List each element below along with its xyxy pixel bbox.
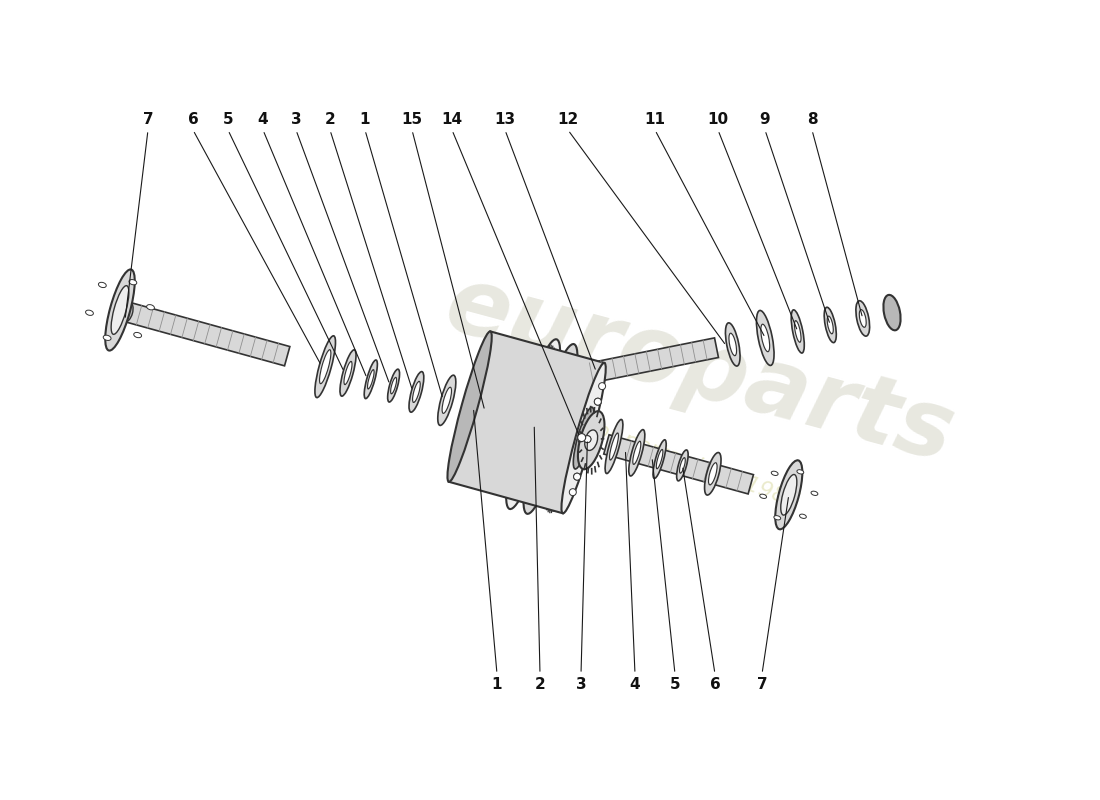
Ellipse shape: [598, 382, 606, 390]
Text: 2: 2: [535, 677, 546, 692]
Ellipse shape: [609, 433, 618, 460]
Ellipse shape: [794, 321, 801, 342]
Ellipse shape: [344, 362, 352, 385]
Text: a passion for parts since 1985: a passion for parts since 1985: [478, 378, 802, 512]
Text: 6: 6: [710, 677, 720, 692]
Ellipse shape: [584, 436, 591, 442]
Ellipse shape: [573, 473, 581, 480]
Text: 1: 1: [492, 677, 503, 692]
Text: 7: 7: [757, 677, 768, 692]
Ellipse shape: [315, 336, 336, 398]
Ellipse shape: [340, 350, 356, 396]
Ellipse shape: [811, 491, 818, 495]
Ellipse shape: [585, 430, 597, 450]
Ellipse shape: [573, 473, 581, 480]
Text: 13: 13: [494, 112, 516, 127]
Ellipse shape: [103, 335, 111, 341]
Text: 7: 7: [143, 112, 153, 127]
Ellipse shape: [134, 333, 142, 338]
Ellipse shape: [680, 458, 685, 473]
Ellipse shape: [676, 450, 689, 481]
Ellipse shape: [726, 323, 740, 366]
Ellipse shape: [442, 387, 451, 414]
Ellipse shape: [578, 434, 585, 442]
Ellipse shape: [632, 442, 641, 464]
Text: 1: 1: [360, 112, 371, 127]
Ellipse shape: [390, 378, 397, 394]
Ellipse shape: [387, 369, 399, 402]
Ellipse shape: [367, 370, 374, 389]
Ellipse shape: [827, 316, 834, 334]
Ellipse shape: [757, 310, 774, 366]
Polygon shape: [578, 338, 718, 385]
Ellipse shape: [800, 514, 806, 518]
Text: 4: 4: [257, 112, 268, 127]
Ellipse shape: [522, 406, 543, 443]
Text: 4: 4: [629, 677, 640, 692]
Text: 3: 3: [290, 112, 301, 127]
Ellipse shape: [657, 450, 663, 469]
Ellipse shape: [760, 494, 767, 498]
Ellipse shape: [438, 375, 455, 426]
Ellipse shape: [859, 310, 866, 327]
Ellipse shape: [98, 282, 107, 287]
Ellipse shape: [708, 462, 717, 485]
Ellipse shape: [129, 279, 136, 285]
Text: 5: 5: [222, 112, 233, 127]
Ellipse shape: [883, 295, 901, 330]
Ellipse shape: [409, 372, 424, 412]
Ellipse shape: [319, 350, 331, 384]
Text: 9: 9: [760, 112, 770, 127]
Ellipse shape: [781, 474, 796, 515]
Ellipse shape: [584, 436, 591, 442]
Ellipse shape: [146, 305, 154, 310]
Ellipse shape: [761, 324, 770, 352]
Text: 3: 3: [575, 677, 586, 692]
Ellipse shape: [506, 339, 560, 509]
Polygon shape: [125, 302, 290, 366]
Ellipse shape: [573, 407, 594, 469]
Ellipse shape: [540, 410, 561, 448]
Text: 10: 10: [707, 112, 728, 127]
Ellipse shape: [629, 430, 645, 476]
Ellipse shape: [524, 344, 578, 514]
Ellipse shape: [570, 489, 576, 496]
Ellipse shape: [122, 302, 133, 322]
Ellipse shape: [594, 398, 602, 405]
Text: 12: 12: [558, 112, 579, 127]
Ellipse shape: [605, 419, 623, 474]
Ellipse shape: [561, 363, 606, 514]
Ellipse shape: [448, 331, 492, 482]
Text: 14: 14: [441, 112, 463, 127]
Ellipse shape: [776, 460, 802, 530]
Ellipse shape: [111, 286, 129, 334]
Text: 2: 2: [324, 112, 336, 127]
Ellipse shape: [771, 471, 778, 475]
Ellipse shape: [791, 310, 804, 353]
Polygon shape: [604, 434, 754, 494]
Ellipse shape: [86, 310, 94, 315]
Ellipse shape: [412, 382, 420, 402]
Ellipse shape: [856, 301, 870, 336]
Text: 11: 11: [645, 112, 665, 127]
Ellipse shape: [578, 411, 605, 470]
Text: europarts: europarts: [436, 258, 964, 482]
Ellipse shape: [106, 270, 135, 350]
Ellipse shape: [653, 440, 667, 478]
Ellipse shape: [729, 334, 737, 356]
Text: 15: 15: [402, 112, 422, 127]
Ellipse shape: [796, 470, 804, 474]
Text: 6: 6: [188, 112, 198, 127]
Text: 5: 5: [670, 677, 680, 692]
Ellipse shape: [364, 360, 377, 398]
Ellipse shape: [594, 398, 602, 405]
Polygon shape: [449, 331, 604, 514]
Text: 8: 8: [806, 112, 817, 127]
Ellipse shape: [774, 516, 781, 520]
Ellipse shape: [705, 453, 720, 495]
Ellipse shape: [824, 307, 836, 342]
